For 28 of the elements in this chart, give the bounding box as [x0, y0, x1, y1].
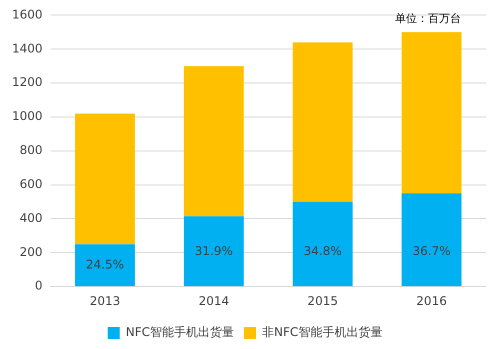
bar	[292, 202, 353, 286]
y-tick-label: 1000	[12, 109, 43, 124]
y-tick-label: 1400	[12, 41, 43, 56]
bar	[402, 193, 462, 286]
y-tick-label: 800	[20, 143, 43, 158]
annotation: 31.9%	[194, 244, 233, 258]
bar	[184, 216, 244, 286]
x-tick-label: 2016	[416, 294, 447, 308]
x-tick-label: 2015	[307, 294, 338, 308]
x-tick-label: 2014	[198, 294, 230, 308]
annotation: 34.8%	[304, 244, 342, 258]
y-tick-label: 1600	[12, 7, 43, 22]
annotation: 36.7%	[412, 244, 451, 258]
legend-label: NFC智能手机出货量	[126, 325, 234, 340]
y-tick-label: 400	[20, 210, 43, 225]
bar	[402, 32, 462, 194]
y-tick-label: 600	[20, 176, 43, 191]
legend-label: 非NFC智能手机出货量	[262, 325, 382, 340]
x-tick-label: 2013	[90, 294, 120, 308]
y-tick-label: 0	[34, 278, 43, 293]
y-tick-label: 1200	[12, 75, 43, 90]
annotation: 单位：百万台	[395, 12, 461, 26]
bar	[292, 42, 353, 202]
annotation: 24.5%	[86, 257, 124, 272]
bar	[75, 244, 135, 286]
bar	[75, 114, 135, 244]
y-tick-label: 200	[20, 244, 43, 259]
bar	[184, 66, 244, 216]
